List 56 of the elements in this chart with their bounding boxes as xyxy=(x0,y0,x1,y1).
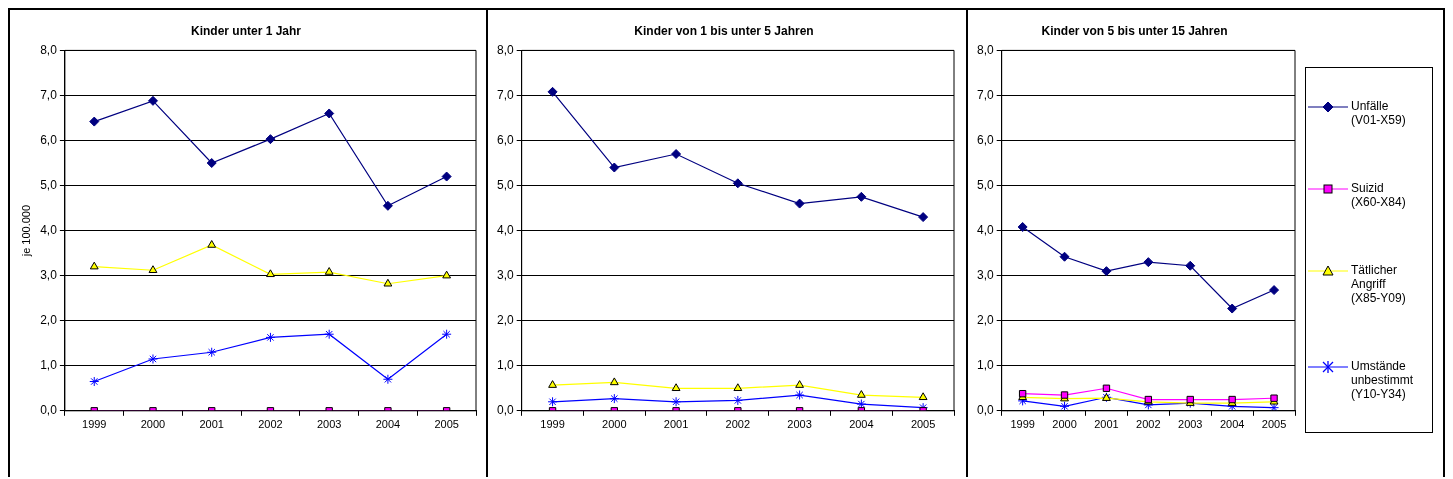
y-tick-label: 1,0 xyxy=(496,358,514,373)
y-tick-label: 5,0 xyxy=(976,177,994,192)
x-tick-label: 2004 xyxy=(375,418,401,431)
y-tick-label: 5,0 xyxy=(496,177,514,192)
x-tick-label: 2003 xyxy=(1178,418,1203,431)
legend-label: Suizid (X60-X84) xyxy=(1351,181,1407,209)
y-tick-label: 2,0 xyxy=(496,313,514,328)
x-tick-label: 2000 xyxy=(140,418,166,431)
x-tick-label: 2004 xyxy=(1219,418,1245,431)
y-tick-label: 0,0 xyxy=(976,403,994,418)
x-tick-label: 2003 xyxy=(787,418,812,431)
y-tick-label: 7,0 xyxy=(976,87,994,102)
legend-label: Unfälle (V01-X59) xyxy=(1351,99,1407,127)
y-tick-label: 0,0 xyxy=(496,403,514,418)
x-tick-label: 2000 xyxy=(1052,418,1077,431)
x-tick-label: 2000 xyxy=(602,418,627,431)
chart-title: Kinder unter 1 Jahr xyxy=(190,23,302,38)
legend-label: Umstände unbestimmt (Y10-Y34) xyxy=(1351,359,1414,401)
y-tick-label: 4,0 xyxy=(976,222,994,237)
x-tick-label: 2002 xyxy=(258,418,283,431)
x-tick-label: 1999 xyxy=(540,418,565,431)
x-tick-label: 2003 xyxy=(316,418,342,431)
x-tick-label: 2004 xyxy=(849,418,874,431)
x-tick-label: 2005 xyxy=(910,418,936,431)
x-tick-label: 1999 xyxy=(1010,418,1035,431)
legend-label: Tätlicher Angriff (X85-Y09) xyxy=(1351,263,1407,305)
x-tick-label: 2005 xyxy=(1261,418,1287,431)
y-tick-label: 7,0 xyxy=(496,87,514,102)
x-tick-label: 1999 xyxy=(82,418,107,431)
y-tick-label: 4,0 xyxy=(496,222,514,237)
x-tick-label: 2001 xyxy=(663,418,689,431)
x-tick-label: 2001 xyxy=(1094,418,1119,431)
y-tick-label: 6,0 xyxy=(976,132,994,147)
y-tick-label: 1,0 xyxy=(976,358,994,373)
y-tick-label: 6,0 xyxy=(40,132,58,147)
x-tick-label: 2002 xyxy=(725,418,751,431)
x-tick-label: 2005 xyxy=(434,418,459,431)
y-tick-label: 2,0 xyxy=(40,313,58,328)
y-tick-label: 4,0 xyxy=(40,222,58,237)
y-tick-label: 0,0 xyxy=(40,403,58,418)
x-tick-label: 2002 xyxy=(1136,418,1161,431)
y-tick-label: 1,0 xyxy=(40,358,58,373)
y-tick-label: 6,0 xyxy=(496,132,514,147)
y-tick-label: 8,0 xyxy=(40,42,58,57)
y-tick-label: 3,0 xyxy=(976,267,994,282)
x-tick-label: 2001 xyxy=(199,418,224,431)
y-tick-label: 8,0 xyxy=(496,42,514,57)
y-axis-title: je 100.000 xyxy=(19,204,32,258)
y-tick-label: 3,0 xyxy=(40,267,58,282)
chart-title: Kinder von 5 bis unter 15 Jahren xyxy=(1041,23,1228,38)
y-tick-label: 3,0 xyxy=(496,267,514,282)
y-tick-label: 2,0 xyxy=(976,313,994,328)
y-tick-label: 7,0 xyxy=(40,87,58,102)
y-tick-label: 8,0 xyxy=(976,42,994,57)
y-tick-label: 5,0 xyxy=(40,177,58,192)
chart-title: Kinder von 1 bis unter 5 Jahren xyxy=(634,23,814,38)
